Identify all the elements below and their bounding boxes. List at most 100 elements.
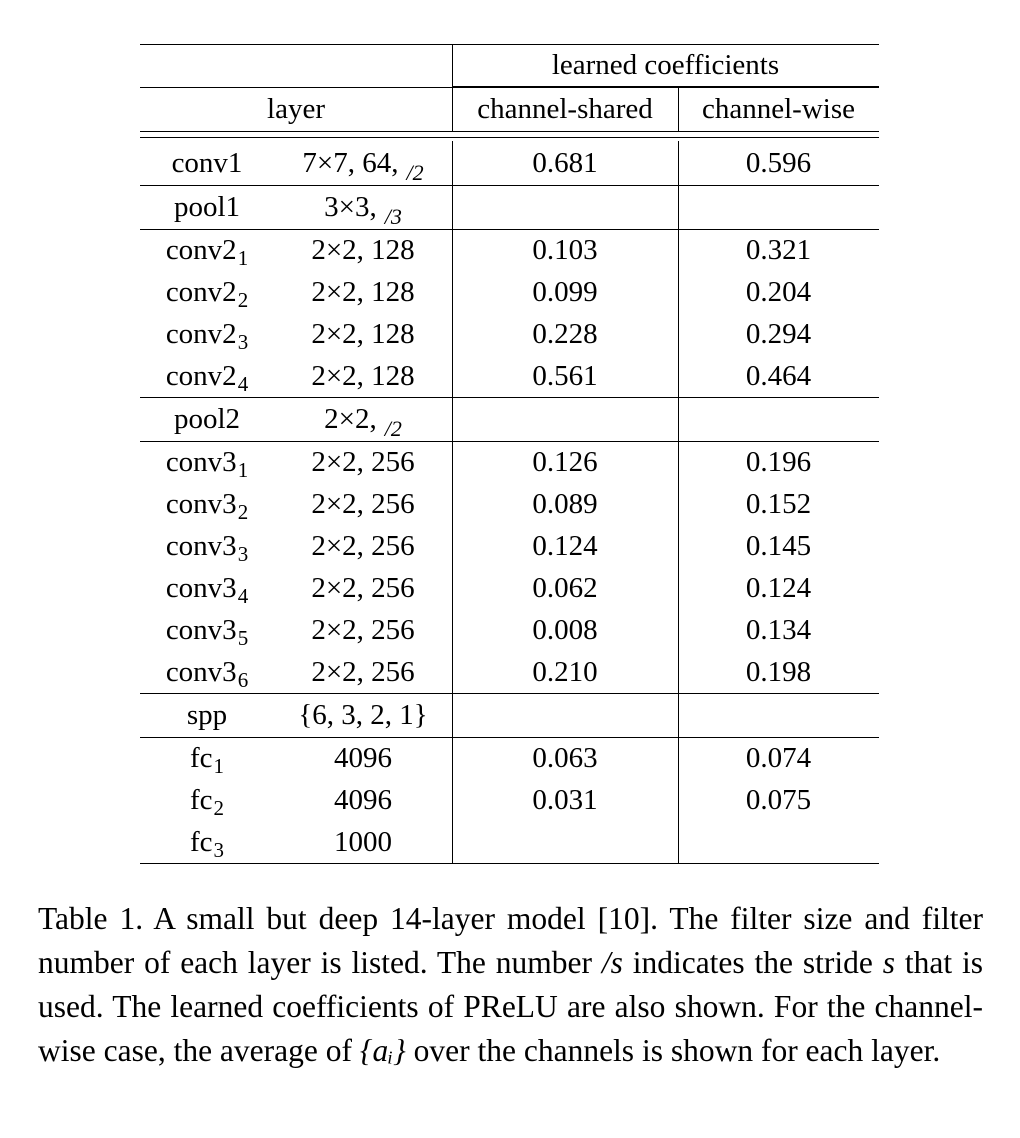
layer-name-cell: conv3 6 [140,651,274,693]
layer-name-cell: conv3 1 [140,441,274,483]
layer-name-cell: conv2 1 [140,229,274,271]
channel-wise-value: 0.294 [745,317,812,350]
channel-wise-value: 0.124 [745,571,812,604]
layer-name: conv3 [165,445,237,478]
layer-subscript: 5 [237,625,249,650]
layer-name: conv2 [165,317,237,350]
layer-name: conv2 [165,233,237,266]
channel-shared-value: 0.008 [532,613,598,646]
channel-wise-value [678,185,879,229]
channel-shared-value [452,821,678,863]
layer-spec: {6, 3, 2, 1} [298,698,428,731]
layer-spec: 2×2, 256 [311,655,415,688]
layer-subscript: 1 [237,245,249,270]
layer-name: pool2 [173,402,241,435]
layer-stride: /2 [406,160,424,185]
channel-shared-value: 0.089 [532,487,598,520]
table-row: pool1 3×3, /3 [140,185,879,229]
header-layer: layer [267,92,325,125]
layer-subscript: 6 [237,667,249,692]
layer-stride: /2 [384,416,402,441]
layer-subscript: 3 [237,329,249,354]
layer-name-cell: conv2 4 [140,355,274,397]
header-learned-coefficients: learned coefficients [551,49,780,81]
layer-spec: 4096 [334,741,392,774]
layer-subscript: 2 [237,287,249,312]
layer-spec-cell: 7×7, 64, /2 [274,141,452,186]
channel-shared-value: 0.210 [532,655,598,688]
layer-subscript: 1 [213,753,225,778]
layer-spec: 2×2, 256 [311,445,415,478]
layer-spec-cell: 2×2, 128 [274,229,452,271]
layer-name: spp [186,698,228,731]
table-caption: Table 1. A small but deep 14-layer model… [38,897,983,1073]
layer-spec-cell: 4096 [274,737,452,779]
channel-shared-value: 0.103 [532,233,598,266]
layer-subscript: 1 [237,457,249,482]
layer-name: conv3 [165,613,237,646]
layer-name: conv2 [165,275,237,308]
channel-wise-value: 0.596 [745,146,812,179]
caption-math-ai: {aᵢ} [359,1033,406,1068]
layer-spec-cell: 2×2, 256 [274,483,452,525]
table-body: conv1 7×7, 64,/2 0.681 0.596 pool1 3×3,/3 conv… [140,141,879,865]
caption-text-4: over the channels is shown for each laye… [405,1033,941,1068]
layer-spec: 1000 [334,825,392,858]
table-row: conv2 1 2×2, 128 0.103 0.321 [140,229,879,271]
table-row: fc 2 4096 0.031 0.075 [140,779,879,821]
layer-spec: 2×2, 256 [311,529,415,562]
layer-name: conv3 [165,529,237,562]
channel-wise-value: 0.204 [745,275,812,308]
layer-spec-cell: {6, 3, 2, 1} [274,693,452,737]
layer-spec-cell: 2×2, 128 [274,271,452,313]
layer-name-cell: pool2 [140,397,274,441]
table-row: spp {6, 3, 2, 1} [140,693,879,737]
layer-name-cell: conv1 [140,141,274,185]
caption-stride-symbol: /s [601,945,623,980]
table-row: conv1 7×7, 64, /2 0.681 0.596 [140,141,879,185]
layer-name: conv2 [165,359,237,392]
layer-name-cell: conv2 3 [140,313,274,355]
channel-wise-value: 0.074 [745,741,812,774]
layer-spec: 2×2, 256 [311,487,415,520]
header-row-columns: layer channel-shared channel-wise [140,87,879,131]
layer-name: conv3 [165,571,237,604]
table-row: conv2 4 2×2, 128 0.561 0.464 [140,355,879,397]
channel-wise-value: 0.145 [745,529,812,562]
layer-name: conv3 [165,487,237,520]
layer-spec: 2×2, 256 [311,571,415,604]
layer-spec: 2×2, 128 [311,317,415,350]
layer-name-cell: spp [140,693,274,737]
table-row: conv2 2 2×2, 128 0.099 0.204 [140,271,879,313]
layer-spec-cell: 4096 [274,779,452,821]
layer-subscript: 2 [237,499,249,524]
layer-subscript: 3 [213,837,225,862]
layer-spec: 4096 [334,783,392,816]
layer-spec-cell: 2×2, /2 [274,397,452,442]
channel-shared-value: 0.681 [532,146,598,179]
layer-name-cell: conv2 2 [140,271,274,313]
channel-shared-value [452,397,678,441]
channel-wise-value [678,693,879,737]
layer-spec-cell: 2×2, 256 [274,441,452,483]
channel-wise-value: 0.198 [745,655,812,688]
layer-spec-cell: 2×2, 256 [274,525,452,567]
channel-shared-value: 0.126 [532,445,598,478]
channel-shared-value: 0.228 [532,317,598,350]
header-double-rule [140,131,879,141]
channel-wise-value: 0.196 [745,445,812,478]
layer-subscript: 3 [237,541,249,566]
header-row-group: learned coefficients [140,44,879,87]
table-row: conv3 5 2×2, 256 0.008 0.134 [140,609,879,651]
channel-wise-value: 0.134 [745,613,812,646]
layer-name: conv1 [171,146,243,179]
layer-spec-cell: 2×2, 128 [274,313,452,355]
table-row: conv3 4 2×2, 256 0.062 0.124 [140,567,879,609]
table-row: fc 1 4096 0.063 0.074 [140,737,879,779]
header-channel-wise: channel-wise [702,92,855,125]
table-bottom-rule [140,863,879,865]
channel-shared-value: 0.124 [532,529,598,562]
channel-shared-value: 0.561 [532,359,598,392]
layer-spec: 2×2, 128 [311,233,415,266]
layer-name-cell: conv3 3 [140,525,274,567]
